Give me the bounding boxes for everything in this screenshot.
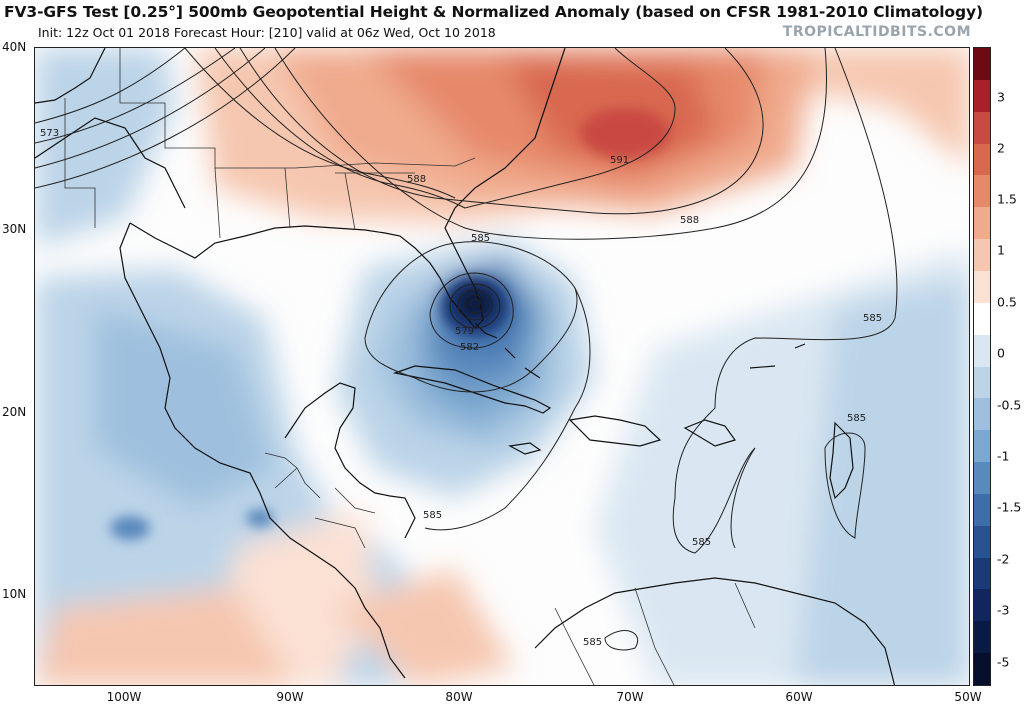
contour-labels: 573 588 591 588 585 579 582 585 585 585 … bbox=[40, 128, 882, 648]
colorbar-swatch bbox=[974, 143, 990, 176]
colorbar-swatch bbox=[974, 462, 990, 495]
lon-label-100w: 100W bbox=[106, 690, 142, 704]
height-contours bbox=[35, 48, 898, 651]
brand-watermark: TROPICALTIDBITS.COM bbox=[782, 24, 971, 40]
lon-label-70w: 70W bbox=[616, 690, 644, 704]
colorbar-swatch bbox=[974, 48, 990, 81]
contour-label-585-east: 585 bbox=[863, 313, 882, 324]
chart-title: FV3-GFS Test [0.25°] 500mb Geopotential … bbox=[4, 3, 983, 21]
colorbar-label: 1 bbox=[997, 242, 1005, 258]
anomaly-shading bbox=[35, 48, 969, 685]
lat-label-40n: 40N bbox=[2, 40, 27, 54]
colorbar-swatch bbox=[974, 366, 990, 399]
borders bbox=[64, 48, 756, 685]
contour-label-585-south: 585 bbox=[583, 637, 602, 648]
colorbar-swatch bbox=[974, 334, 990, 367]
contour-label-582: 582 bbox=[460, 342, 479, 353]
colorbar-swatch bbox=[974, 175, 990, 208]
colorbar-label: -0.5 bbox=[997, 397, 1022, 413]
contour-label-573: 573 bbox=[40, 128, 59, 139]
colorbar-label: -3 bbox=[997, 602, 1010, 618]
contour-label-585-north: 585 bbox=[471, 233, 490, 244]
contour-label-585-caribbean-east: 585 bbox=[692, 537, 711, 548]
colorbar-swatch bbox=[974, 111, 990, 145]
colorbar-label: -1 bbox=[997, 448, 1010, 464]
contour-label-585-caribbean-west: 585 bbox=[423, 510, 442, 521]
anomaly-map: 573 588 591 588 585 579 582 585 585 585 … bbox=[34, 47, 970, 686]
colorbar-swatch bbox=[974, 653, 990, 686]
coastlines bbox=[35, 48, 896, 685]
colorbar bbox=[973, 47, 991, 686]
colorbar-swatch bbox=[974, 270, 990, 304]
colorbar-label: 0.5 bbox=[997, 294, 1017, 310]
colorbar-swatch bbox=[974, 207, 990, 240]
colorbar-swatch bbox=[974, 493, 990, 527]
colorbar-label: 2 bbox=[997, 140, 1005, 156]
contour-label-585-atlantic: 585 bbox=[847, 413, 866, 424]
contour-label-588-east: 588 bbox=[680, 215, 699, 226]
forecast-info: Init: 12z Oct 01 2018 Forecast Hour: [21… bbox=[38, 25, 496, 40]
colorbar-swatch bbox=[974, 525, 990, 559]
colorbar-swatch bbox=[974, 621, 990, 654]
colorbar-label: -2 bbox=[997, 551, 1010, 567]
colorbar-swatch bbox=[974, 398, 990, 431]
lat-label-30n: 30N bbox=[2, 222, 27, 236]
lon-label-80w: 80W bbox=[445, 690, 473, 704]
lon-label-50w: 50W bbox=[954, 690, 982, 704]
lat-label-10n: 10N bbox=[2, 587, 27, 601]
contour-label-588-west: 588 bbox=[407, 174, 426, 185]
colorbar-label: -5 bbox=[997, 654, 1010, 670]
contour-label-591: 591 bbox=[610, 155, 629, 166]
colorbar-label: -1.5 bbox=[997, 499, 1022, 515]
anomaly-core bbox=[110, 108, 670, 540]
colorbar-swatch bbox=[974, 79, 990, 113]
lon-label-60w: 60W bbox=[785, 690, 813, 704]
colorbar-label: 3 bbox=[997, 89, 1005, 105]
colorbar-swatch bbox=[974, 302, 990, 336]
colorbar-label: 1.5 bbox=[997, 191, 1017, 207]
contour-label-579: 579 bbox=[455, 326, 474, 337]
colorbar-swatch bbox=[974, 557, 990, 590]
colorbar-swatch bbox=[974, 589, 990, 622]
colorbar-swatch bbox=[974, 239, 990, 272]
lat-label-20n: 20N bbox=[2, 405, 27, 419]
lon-label-90w: 90W bbox=[276, 690, 304, 704]
colorbar-label: 0 bbox=[997, 345, 1005, 361]
colorbar-swatch bbox=[974, 430, 990, 463]
